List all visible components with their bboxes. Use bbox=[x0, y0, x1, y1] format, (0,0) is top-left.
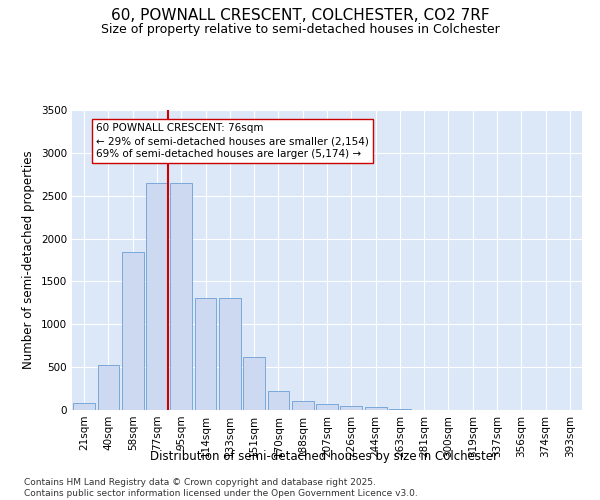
Bar bbox=[389, 409, 411, 410]
Bar bbox=[146, 183, 168, 410]
Bar bbox=[292, 400, 314, 410]
Bar bbox=[97, 364, 119, 410]
Bar bbox=[316, 404, 338, 410]
Bar bbox=[243, 357, 265, 410]
Bar bbox=[73, 403, 95, 410]
Text: Contains HM Land Registry data © Crown copyright and database right 2025.
Contai: Contains HM Land Registry data © Crown c… bbox=[24, 478, 418, 498]
Y-axis label: Number of semi-detached properties: Number of semi-detached properties bbox=[22, 150, 35, 370]
Bar bbox=[365, 408, 386, 410]
Bar bbox=[194, 298, 217, 410]
Bar bbox=[340, 406, 362, 410]
Bar bbox=[268, 391, 289, 410]
Text: Size of property relative to semi-detached houses in Colchester: Size of property relative to semi-detach… bbox=[101, 22, 499, 36]
Text: Distribution of semi-detached houses by size in Colchester: Distribution of semi-detached houses by … bbox=[150, 450, 498, 463]
Bar bbox=[219, 298, 241, 410]
Bar bbox=[170, 183, 192, 410]
Text: 60 POWNALL CRESCENT: 76sqm
← 29% of semi-detached houses are smaller (2,154)
69%: 60 POWNALL CRESCENT: 76sqm ← 29% of semi… bbox=[96, 123, 369, 160]
Bar bbox=[122, 252, 143, 410]
Text: 60, POWNALL CRESCENT, COLCHESTER, CO2 7RF: 60, POWNALL CRESCENT, COLCHESTER, CO2 7R… bbox=[110, 8, 490, 22]
